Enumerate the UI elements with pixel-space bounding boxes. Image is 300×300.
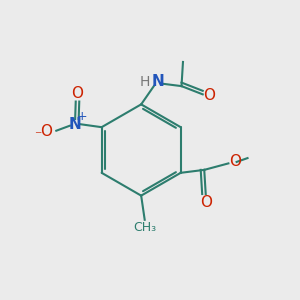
Text: O: O <box>203 88 215 103</box>
Text: O: O <box>200 195 212 210</box>
Text: +: + <box>76 110 87 123</box>
Text: H: H <box>140 75 150 89</box>
Text: O: O <box>40 124 52 139</box>
Text: N: N <box>152 74 164 89</box>
Text: N: N <box>69 117 82 132</box>
Text: CH₃: CH₃ <box>133 220 156 234</box>
Text: O: O <box>71 86 83 101</box>
Text: ⁻: ⁻ <box>34 130 41 144</box>
Text: O: O <box>229 154 241 169</box>
